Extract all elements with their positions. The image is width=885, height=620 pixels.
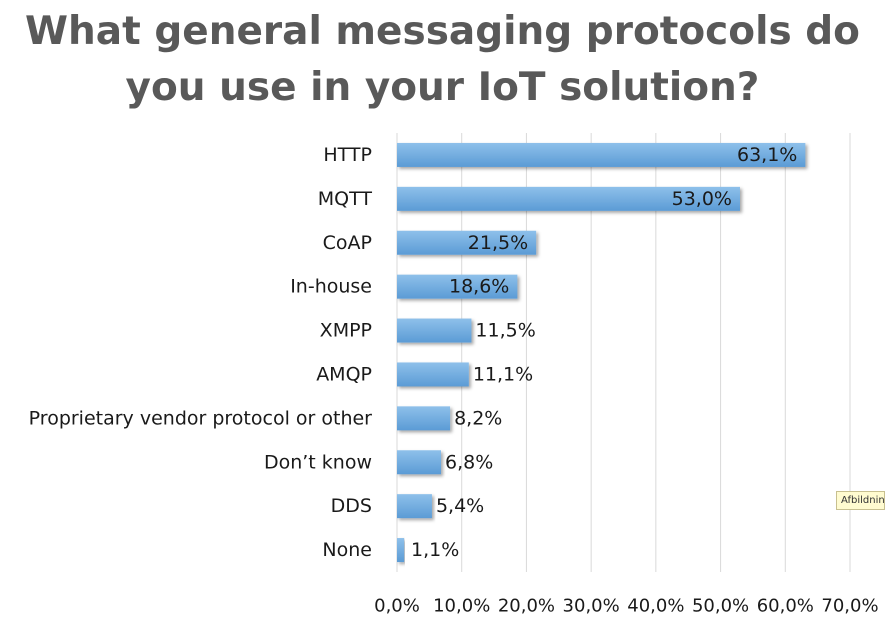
bar-1 [397,186,740,211]
chart-title-container: What general messaging protocols do you … [0,4,885,116]
x-tick-label-2: 20,0% [498,596,555,617]
chart-title: What general messaging protocols do you … [25,9,860,110]
category-label-9: None [322,539,372,561]
value-label-4: 11,5% [475,320,535,342]
value-label-5: 11,1% [473,363,533,385]
bar-2 [397,230,537,255]
x-tick-label-5: 50,0% [692,596,749,617]
value-label-8: 5,4% [436,495,484,517]
category-label-5: AMQP [316,363,372,385]
value-labels: 63,1%53,0% 21,5% 18,6% 11,5% 11,1% 8,2% 6,8% 5,… [411,144,797,561]
x-tick-label-6: 60,0% [757,596,814,617]
bar-9 [397,538,405,563]
bar-6 [397,406,451,431]
bar-0 [397,142,806,167]
value-label-7: 6,8% [445,451,493,473]
category-label-6: Proprietary vendor protocol or other [29,407,373,429]
value-label-9: 1,1% [411,539,459,561]
value-label-3: 18,6% [449,276,509,298]
bar-3 [397,274,518,299]
bar-4 [397,318,472,343]
category-label-8: DDS [331,495,372,517]
value-label-0: 63,1% [737,144,797,166]
bar-8 [397,494,432,519]
value-label-2: 21,5% [468,232,528,254]
bar-7 [397,450,442,475]
category-label-2: CoAP [323,232,372,254]
x-tick-label-1: 10,0% [433,596,490,617]
category-labels: HTTP MQTT CoAP In-house XMPP AMQP Proprietary … [29,144,373,561]
category-label-1: MQTT [318,188,373,210]
value-label-1: 53,0% [672,188,732,210]
category-label-7: Don’t know [264,451,372,473]
bars [397,142,806,563]
tooltip: Afbildning [836,491,885,510]
bar-5 [397,362,469,387]
value-label-6: 8,2% [454,407,502,429]
x-tick-label-0: 0,0% [374,596,420,617]
x-tick-label-4: 40,0% [627,596,684,617]
category-label-3: In-house [290,276,372,298]
x-tick-label-3: 30,0% [563,596,620,617]
category-label-4: XMPP [320,320,372,342]
x-axis-tick-labels: 0,0% 10,0% 20,0% 30,0% 40,0% 50,0% 60,0% 70,0% [374,596,878,617]
category-label-0: HTTP [323,144,372,166]
x-tick-label-7: 70,0% [821,596,878,617]
